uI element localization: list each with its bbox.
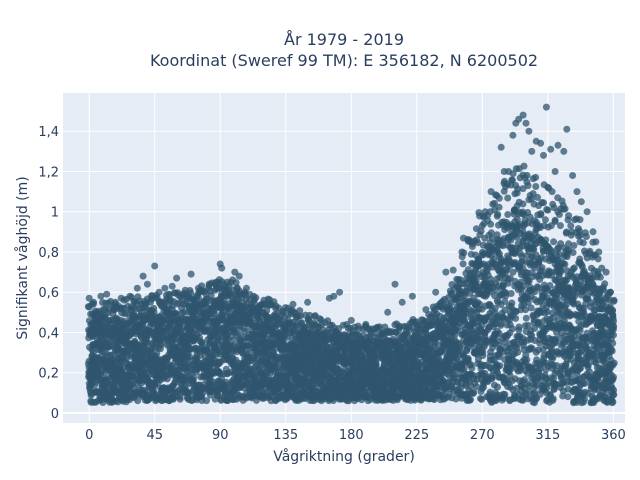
data-point: [512, 314, 520, 322]
data-point: [507, 290, 515, 297]
data-point: [542, 236, 550, 244]
data-point: [488, 374, 496, 382]
data-point: [153, 350, 161, 358]
data-point: [496, 362, 504, 370]
data-point: [561, 260, 569, 268]
data-point: [468, 364, 476, 372]
data-point: [550, 238, 558, 246]
data-point: [546, 282, 554, 289]
data-point: [134, 397, 142, 405]
data-point: [522, 314, 530, 322]
data-point: [189, 377, 197, 385]
data-point: [523, 356, 531, 364]
data-point: [173, 310, 181, 318]
data-point: [515, 326, 523, 334]
data-points: [84, 103, 618, 407]
data-point: [549, 395, 557, 403]
data-point: [527, 304, 535, 312]
data-point: [494, 383, 501, 391]
data-point: [235, 325, 243, 333]
data-point: [508, 325, 516, 333]
data-point: [467, 396, 474, 404]
data-point: [557, 266, 565, 274]
data-point: [563, 253, 571, 261]
data-point: [564, 393, 572, 401]
data-point: [514, 348, 522, 356]
data-point: [203, 397, 210, 405]
data-point: [553, 294, 561, 302]
data-point: [157, 345, 164, 353]
data-point: [176, 395, 184, 403]
data-point: [469, 390, 477, 397]
data-point: [483, 267, 491, 275]
